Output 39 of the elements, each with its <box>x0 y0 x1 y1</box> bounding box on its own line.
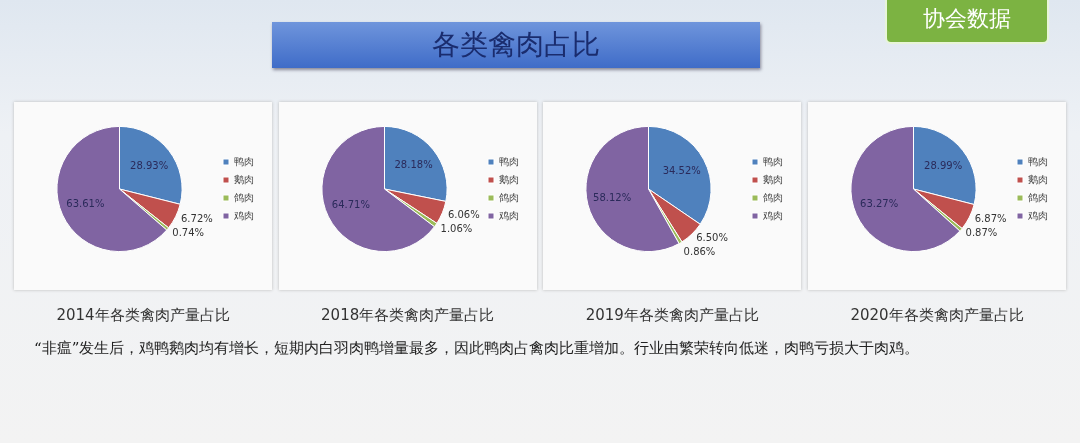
data-label: 28.93% <box>130 159 169 171</box>
data-label: 6.87% <box>974 213 1007 225</box>
legend-label: 鹅肉 <box>1027 173 1048 185</box>
data-label: 0.87% <box>965 227 998 239</box>
data-label: 28.18% <box>394 158 433 170</box>
legend-label: 鹅肉 <box>234 173 254 185</box>
data-label: 0.74% <box>172 226 205 238</box>
legend-label: 鸽肉 <box>1027 191 1048 203</box>
legend-label: 鸭肉 <box>763 155 784 167</box>
text: 2020年各类禽肉产量占比 <box>850 306 1024 325</box>
legend-label: 鸡肉 <box>233 209 254 221</box>
data-label: 6.06% <box>447 208 480 220</box>
data-label: 6.72% <box>181 212 213 224</box>
legend-label: 鸡肉 <box>1026 209 1048 221</box>
data-label: 64.71% <box>331 199 370 211</box>
data-label: 58.12% <box>593 192 632 204</box>
legend-label: 鸭肉 <box>498 155 519 167</box>
legend-label: 鸽肉 <box>763 191 784 203</box>
legend-label: 鸡肉 <box>762 209 784 221</box>
legend-label: 鸽肉 <box>234 191 254 203</box>
text: 协会数据 <box>885 0 1049 44</box>
data-label: 63.61% <box>66 198 105 210</box>
data-label: 0.86% <box>683 245 716 257</box>
text: 2018年各类禽肉产量占比 <box>321 306 495 325</box>
text: 各类禽肉占比 <box>272 22 760 68</box>
text: 2019年各类禽肉产量占比 <box>585 306 759 325</box>
legend-label: 鸡肉 <box>497 209 519 221</box>
data-label: 28.99% <box>924 159 963 171</box>
legend-label: 鹅肉 <box>498 173 519 185</box>
data-label: 1.06% <box>440 222 473 234</box>
legend-label: 鹅肉 <box>763 173 784 185</box>
data-label: 6.50% <box>696 231 729 243</box>
text: 2014年各类禽肉产量占比 <box>56 306 230 325</box>
data-label: 63.27% <box>860 197 899 209</box>
legend-label: 鸽肉 <box>498 191 519 203</box>
legend-label: 鸭肉 <box>234 155 254 167</box>
legend-label: 鸭肉 <box>1027 155 1048 167</box>
data-label: 34.52% <box>662 165 702 177</box>
text: “非瘟”发生后，鸡鸭鹅肉均有增长，短期内白羽肉鸭增量最多，因此鸭肉占禽肉比重增加。行业由繁荣转向低迷，肉鸭亏损大于肉鸡。 <box>34 338 921 359</box>
